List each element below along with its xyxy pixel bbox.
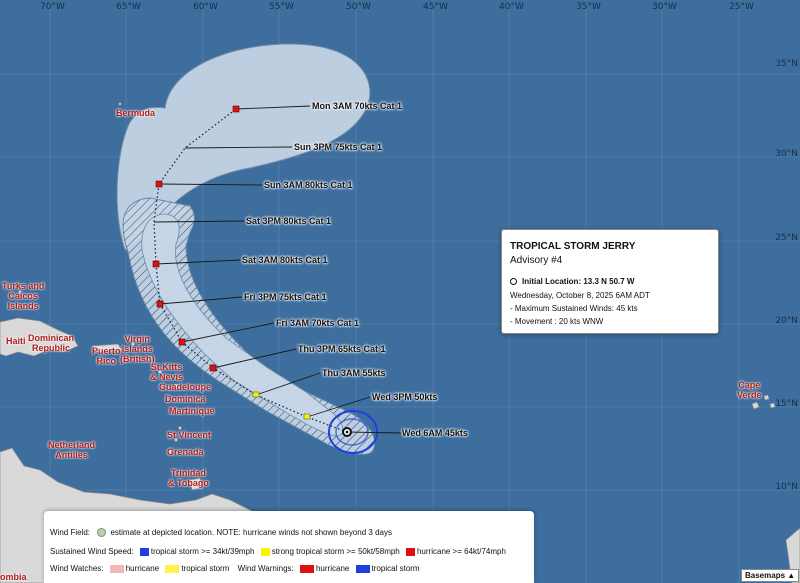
legend-warning-ts: tropical storm: [371, 564, 420, 573]
max-winds: - Maximum Sustained Winds: 45 kts: [510, 304, 638, 313]
legend-wind-field-note: estimate at depicted location. NOTE: hur…: [110, 528, 392, 537]
initial-location: Initial Location: 13.3 N 50.7 W: [510, 277, 634, 286]
puerto-rico: [91, 343, 123, 353]
advisory-number: Advisory #4: [510, 255, 563, 266]
place-dominica: Dominica: [165, 394, 206, 404]
forecast-label-thu-3am: Thu 3AM 55kts: [322, 368, 386, 378]
legend-warnings-label: Wind Warnings:: [237, 564, 294, 573]
lon-label-35w: 35°W: [576, 2, 601, 12]
cone-days-1-3-hatch: [123, 198, 375, 455]
lon-label-50w: 50°W: [346, 2, 371, 12]
place-st-vincent: St.Vincent: [167, 430, 211, 440]
place-haiti: Haiti: [6, 336, 26, 346]
legend-watch-ts: tropical storm: [181, 564, 230, 573]
forecast-label-mon-3am: Mon 3AM 70kts Cat 1: [312, 101, 403, 111]
storm-title: TROPICAL STORM JERRY: [510, 241, 636, 252]
small-islands: [18, 102, 183, 454]
lon-label-30w: 30°W: [652, 2, 677, 12]
legend-hu: hurricane >= 64kt/74mph: [416, 547, 506, 556]
cape-verde-2: [763, 394, 770, 401]
point-sun-3am: [155, 180, 163, 188]
place-colombia: ombia: [0, 572, 27, 582]
point-wed-3pm: [303, 413, 311, 420]
trinidad: [189, 477, 203, 491]
lat-label-15n: 15°N: [775, 399, 798, 409]
lon-label-70w: 70°W: [40, 2, 65, 12]
swatch-strong-tropical-storm-icon: [260, 547, 270, 556]
point-mon-3am: [232, 105, 240, 113]
wind-field-pin-icon: [97, 528, 107, 538]
advisory-date: Wednesday, October 8, 2025 6AM ADT: [510, 291, 650, 300]
lat-label-30n: 30°N: [775, 149, 798, 159]
lat-label-20n: 20°N: [775, 316, 798, 326]
legend-watches-label: Wind Watches:: [50, 564, 104, 573]
place-grenada: Grenada: [167, 447, 204, 457]
place-trinidad: Trinidad & Tobago: [168, 468, 209, 488]
swatch-ts-watch-icon: [165, 564, 180, 573]
point-sat-3am: [152, 260, 160, 268]
legend-wind-field-label: Wind Field:: [50, 528, 91, 537]
forecast-points: [152, 105, 352, 437]
cape-verde-3: [769, 402, 776, 409]
place-st-kitts: St.Kitts & Nevis: [150, 362, 184, 382]
legend-warning-hurricane: hurricane: [315, 564, 350, 573]
legend-panel: Wind Field: estimate at depicted locatio…: [44, 511, 534, 583]
lon-label-60w: 60°W: [193, 2, 218, 12]
leader-lines: [153, 105, 402, 434]
cape-verde-1: [751, 401, 760, 410]
place-dominican-republic: Dominican Republic: [28, 333, 75, 353]
place-turks-caicos: Turks and Caicos Islands: [2, 281, 45, 311]
legend-sts: strong tropical storm >= 50kt/58mph: [271, 547, 400, 556]
storm-info-panel: TROPICAL STORM JERRY Advisory #4 Initial…: [501, 229, 719, 334]
place-virgin-islands: Virgin Islands (British): [120, 334, 155, 364]
cone-days-4-5: [116, 43, 371, 251]
hispaniola: [0, 317, 79, 357]
forecast-label-sun-3am: Sun 3AM 80kts Cat 1: [264, 180, 353, 190]
lon-label-55w: 55°W: [269, 2, 294, 12]
forecast-label-fri-3am: Fri 3AM 70kts Cat 1: [276, 318, 360, 328]
lon-label-65w: 65°W: [116, 2, 141, 12]
legend-wind-field-row: Wind Field: estimate at depicted locatio…: [50, 528, 392, 538]
basemaps-button[interactable]: Basemaps ▲: [741, 569, 800, 582]
legend-sustained-row: Sustained Wind Speed: tropical storm >= …: [50, 547, 506, 556]
point-thu-3am: [252, 391, 260, 398]
swatch-ts-warning-icon: [355, 564, 370, 573]
swatch-hurricane-icon: [405, 547, 415, 556]
forecast-label-sun-3pm: Sun 3PM 75kts Cat 1: [294, 142, 383, 152]
lon-label-45w: 45°W: [423, 2, 448, 12]
forecast-label-wed-3pm: Wed 3PM 50kts: [372, 392, 438, 402]
swatch-tropical-storm-icon: [139, 547, 149, 556]
movement: - Movement : 20 kts WNW: [510, 317, 604, 326]
forecast-label-fri-3pm: Fri 3PM 75kts Cat 1: [244, 292, 327, 302]
legend-sustained-label: Sustained Wind Speed:: [50, 547, 134, 556]
forecast-label-sat-3am: Sat 3AM 80kts Cat 1: [242, 255, 328, 265]
lat-label-10n: 10°N: [775, 482, 798, 492]
lat-label-25n: 25°N: [775, 233, 798, 243]
point-fri-3pm: [156, 300, 164, 308]
location-marker-icon: [510, 278, 517, 286]
swatch-hurricane-watch-icon: [109, 564, 124, 573]
legend-watch-hurricane: hurricane: [125, 564, 160, 573]
legend-ts: tropical storm >= 34kt/39mph: [150, 547, 255, 556]
forecast-label-wed-6am: Wed 6AM 45kts: [402, 428, 468, 438]
place-bermuda: Bermuda: [116, 108, 156, 118]
lat-label-35n: 35°N: [775, 59, 798, 69]
forecast-label-sat-3pm: Sat 3PM 80kts Cat 1: [246, 216, 332, 226]
place-netherlands-antilles: Netherland Antilles: [48, 440, 96, 460]
forecast-label-thu-3pm: Thu 3PM 65kts Cat 1: [298, 344, 386, 354]
place-cape-verde: Cape Verde: [737, 380, 762, 400]
lon-label-40w: 40°W: [499, 2, 524, 12]
legend-watches-warnings-row: Wind Watches: hurricane tropical storm W…: [50, 564, 420, 573]
place-guadeloupe: Guadeloupe: [159, 382, 212, 392]
point-fri-3am: [178, 338, 186, 346]
cone-days-1-3-inner: [141, 213, 344, 437]
place-martinique: Martinique: [169, 406, 215, 416]
point-thu-3pm: [209, 364, 217, 372]
swatch-hurricane-warning-icon: [299, 564, 314, 573]
lon-label-25w: 25°W: [729, 2, 754, 12]
place-puerto-rico: Puerto Rico: [92, 346, 121, 366]
initial-location-text: Initial Location: 13.3 N 50.7 W: [522, 277, 635, 286]
